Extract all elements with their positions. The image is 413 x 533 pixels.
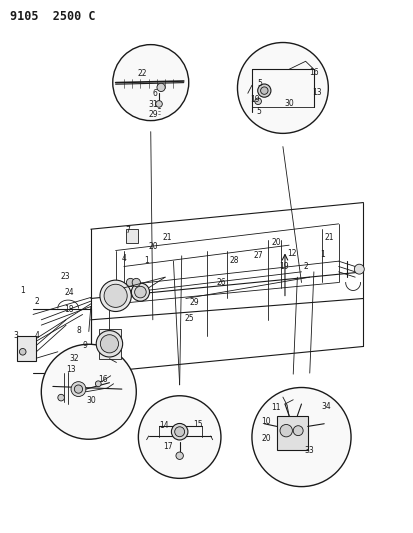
Text: 16: 16 [98, 375, 108, 384]
Circle shape [293, 426, 303, 435]
Text: 31: 31 [148, 100, 158, 109]
Text: 26: 26 [216, 278, 226, 287]
Text: 17: 17 [164, 442, 173, 451]
Text: 30: 30 [284, 100, 294, 108]
Text: 20: 20 [149, 242, 159, 251]
Circle shape [252, 387, 351, 487]
FancyBboxPatch shape [99, 329, 121, 359]
Circle shape [135, 286, 146, 298]
Circle shape [261, 87, 268, 94]
Text: 27: 27 [254, 252, 263, 260]
Text: 12: 12 [287, 249, 297, 257]
Text: 10: 10 [261, 417, 271, 425]
Text: 18: 18 [64, 305, 74, 313]
Text: 3: 3 [13, 332, 18, 340]
Text: 13: 13 [66, 366, 76, 374]
Text: 25: 25 [184, 314, 194, 323]
Circle shape [156, 101, 162, 107]
FancyBboxPatch shape [126, 229, 138, 243]
Text: 24: 24 [64, 288, 74, 296]
Circle shape [74, 385, 83, 393]
Text: 28: 28 [230, 256, 240, 264]
Text: 21: 21 [325, 233, 335, 241]
Circle shape [176, 452, 183, 459]
Text: 20: 20 [271, 238, 281, 247]
Text: 1: 1 [144, 256, 149, 264]
Text: 23: 23 [60, 272, 70, 280]
Text: 9105  2500 C: 9105 2500 C [10, 10, 96, 22]
Circle shape [138, 396, 221, 478]
Circle shape [131, 283, 150, 301]
Circle shape [95, 381, 101, 386]
Text: 33: 33 [304, 446, 314, 455]
Text: 9: 9 [82, 341, 87, 350]
Text: 34: 34 [321, 402, 331, 411]
Circle shape [132, 278, 140, 287]
Text: 8: 8 [76, 326, 81, 335]
Circle shape [113, 45, 189, 120]
FancyBboxPatch shape [17, 336, 36, 361]
FancyBboxPatch shape [277, 416, 308, 450]
Text: 1: 1 [20, 286, 25, 295]
Text: 19: 19 [279, 262, 289, 271]
Circle shape [175, 427, 185, 437]
Circle shape [255, 98, 261, 104]
Text: 4: 4 [35, 332, 40, 340]
Text: 30: 30 [86, 397, 96, 405]
Text: 6: 6 [153, 90, 158, 98]
Circle shape [157, 83, 165, 92]
Text: 2: 2 [303, 262, 308, 271]
Circle shape [126, 278, 135, 287]
Circle shape [41, 344, 136, 439]
Text: 15: 15 [193, 420, 203, 429]
Text: 29: 29 [149, 110, 159, 119]
Text: 20: 20 [261, 434, 271, 442]
Circle shape [71, 382, 86, 397]
Circle shape [354, 264, 364, 274]
Text: 1: 1 [320, 251, 325, 259]
Text: 11: 11 [271, 403, 281, 411]
Text: 29: 29 [189, 298, 199, 307]
Text: 22: 22 [137, 69, 147, 78]
Circle shape [19, 349, 26, 355]
Circle shape [104, 284, 127, 308]
Circle shape [171, 424, 188, 440]
Circle shape [100, 280, 131, 311]
Circle shape [237, 43, 328, 133]
Circle shape [280, 424, 292, 437]
Text: 32: 32 [69, 354, 79, 362]
Circle shape [58, 394, 64, 401]
Circle shape [258, 84, 271, 97]
Text: 5: 5 [256, 108, 261, 116]
Text: 14: 14 [159, 421, 169, 430]
Circle shape [100, 335, 119, 353]
Text: 5: 5 [258, 79, 263, 87]
Text: 13: 13 [312, 88, 322, 97]
Text: 16: 16 [309, 68, 319, 77]
Text: 2: 2 [35, 297, 40, 305]
Text: 19: 19 [250, 95, 260, 103]
Text: 4: 4 [121, 254, 126, 263]
Circle shape [96, 330, 123, 357]
Text: 21: 21 [162, 233, 172, 241]
Text: 7: 7 [126, 226, 131, 235]
